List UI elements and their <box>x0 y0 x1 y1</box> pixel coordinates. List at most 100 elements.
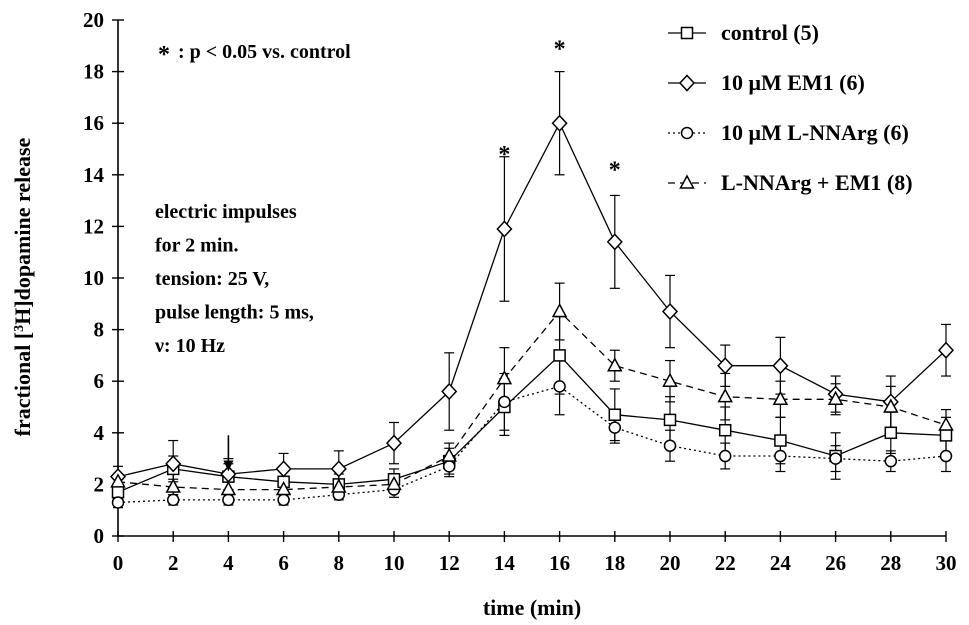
significance-note-text: : p < 0.05 vs. control <box>178 41 351 63</box>
data-point-triangle <box>220 480 237 496</box>
stimulation-note-line: electric impulses <box>155 201 297 223</box>
data-point-circle <box>718 449 732 463</box>
y-tick-label: 10 <box>83 266 104 290</box>
data-point-diamond <box>330 460 347 478</box>
data-point-circle <box>442 460 456 473</box>
legend-label: 10 μM L-NNArg (6) <box>721 120 909 145</box>
y-tick-label: 16 <box>83 111 104 135</box>
series-markers <box>109 114 955 509</box>
data-point-diamond <box>551 114 568 132</box>
stimulation-arrowhead <box>223 460 234 472</box>
x-tick-label: 26 <box>825 551 846 575</box>
significance-star: * <box>609 158 621 184</box>
y-tick-label: 4 <box>94 421 105 445</box>
data-point-triangle <box>827 390 844 406</box>
series-line-square <box>117 354 947 493</box>
x-tick-label: 16 <box>549 551 570 575</box>
x-tick-label: 30 <box>936 551 957 575</box>
data-point-triangle <box>772 390 789 406</box>
legend-marker-diamond <box>678 74 696 92</box>
series-line-triangle <box>117 310 947 491</box>
data-point-diamond <box>606 233 623 251</box>
data-point-triangle <box>110 473 126 488</box>
x-tick-label: 18 <box>604 551 625 575</box>
y-tick-label: 18 <box>83 60 104 84</box>
data-point-diamond <box>937 341 955 359</box>
data-point-diamond <box>661 302 679 321</box>
annotations: * : p < 0.05 vs. control * * * electric imp… <box>154 36 621 472</box>
series-line-diamond <box>117 121 947 478</box>
data-point-circle <box>166 493 180 507</box>
data-point-diamond <box>772 357 789 375</box>
y-tick-label: 14 <box>83 163 105 187</box>
series-line-circle <box>117 385 947 504</box>
data-point-triangle <box>717 388 733 403</box>
data-point-triangle <box>607 357 623 372</box>
data-point-triangle <box>496 370 513 385</box>
y-axis-title-part: H]dopamine release <box>10 137 35 324</box>
data-point-square <box>608 408 622 421</box>
y-tick-label: 2 <box>94 472 105 496</box>
x-tick-label: 2 <box>168 551 179 575</box>
legend-marker-square <box>680 26 694 40</box>
stimulation-note-line: tension: 25 V, <box>155 268 269 290</box>
data-point-triangle <box>551 302 568 318</box>
x-tick-label: 8 <box>334 551 345 575</box>
legend-marker-triangle <box>679 174 695 189</box>
significance-star: * <box>498 142 510 168</box>
data-point-circle <box>277 493 290 507</box>
stimulation-note-line: ν: 10 Hz <box>154 335 225 357</box>
x-tick-label: 14 <box>494 551 516 575</box>
x-tick-label: 10 <box>384 551 405 575</box>
y-axis-title-part: fractional [ <box>10 332 35 436</box>
data-point-square <box>111 485 125 499</box>
legend-label: L-NNArg + EM1 (8) <box>721 170 913 195</box>
data-point-diamond <box>717 357 734 375</box>
y-axis-title: fractional [3H]dopamine release <box>10 137 35 436</box>
data-point-square <box>718 423 732 437</box>
data-point-circle <box>663 439 677 452</box>
data-point-square <box>884 426 898 440</box>
data-point-square <box>663 413 677 427</box>
x-axis-title: time (min) <box>483 595 581 620</box>
data-point-circle <box>111 496 125 509</box>
x-tick-label: 12 <box>439 551 460 575</box>
data-point-triangle <box>662 372 678 387</box>
data-point-triangle <box>938 416 954 431</box>
x-tick-label: 0 <box>113 551 124 575</box>
data-point-square <box>553 349 566 362</box>
x-tick-label: 28 <box>880 551 901 575</box>
legend: control (5) 10 μM EM1 (6) 10 μM L-NNArg (6… <box>668 20 913 195</box>
data-point-diamond <box>441 382 458 401</box>
series-lines <box>117 121 947 504</box>
y-tick-label: 8 <box>94 318 105 342</box>
data-point-triangle <box>883 398 899 413</box>
data-point-circle <box>553 380 566 393</box>
data-point-circle <box>608 421 622 434</box>
stimulation-note-line: for 2 min. <box>155 235 239 257</box>
x-tick-label: 6 <box>278 551 289 575</box>
x-tick-label: 20 <box>660 551 681 575</box>
legend-label: 10 μM EM1 (6) <box>721 70 865 95</box>
significance-note-star: * <box>158 42 170 68</box>
legend-marker-circle <box>680 126 694 140</box>
data-point-circle <box>884 454 898 468</box>
data-point-triangle <box>386 475 402 491</box>
data-point-square <box>774 434 787 447</box>
data-point-diamond <box>385 434 403 452</box>
data-point-circle <box>829 452 842 465</box>
data-point-triangle <box>275 480 292 496</box>
data-point-circle <box>222 493 235 507</box>
data-point-diamond <box>496 220 513 238</box>
data-point-triangle <box>441 447 457 462</box>
data-point-circle <box>498 395 511 409</box>
data-point-circle <box>939 449 953 463</box>
y-tick-label: 6 <box>94 369 105 393</box>
significance-star: * <box>554 36 566 62</box>
x-tick-label: 22 <box>715 551 736 575</box>
legend-label: control (5) <box>721 20 819 45</box>
data-point-diamond <box>165 455 182 473</box>
y-tick-label: 0 <box>94 524 105 548</box>
